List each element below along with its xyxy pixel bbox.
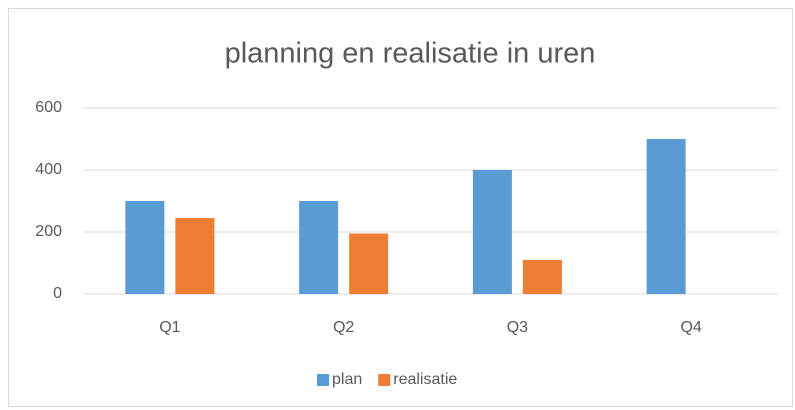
y-tick-label: 400 <box>35 161 62 178</box>
x-tick-label: Q3 <box>507 319 528 336</box>
x-tick-label: Q1 <box>159 319 180 336</box>
x-tick-label: Q4 <box>680 319 701 336</box>
bar <box>472 170 512 294</box>
y-tick-label: 200 <box>35 223 62 240</box>
legend-swatch <box>317 374 329 386</box>
legend-label: realisatie <box>393 371 457 388</box>
legend-label: plan <box>332 371 362 388</box>
y-tick-label: 600 <box>35 99 62 116</box>
y-tick-label: 0 <box>53 285 62 302</box>
chart-title: planning en realisatie in uren <box>225 38 596 70</box>
bar <box>349 233 389 294</box>
legend-swatch <box>378 374 391 386</box>
bar <box>175 218 215 294</box>
x-tick-label: Q2 <box>333 319 354 336</box>
bar <box>522 259 562 294</box>
bar <box>646 139 686 294</box>
bar <box>299 201 339 294</box>
bar <box>125 201 165 294</box>
